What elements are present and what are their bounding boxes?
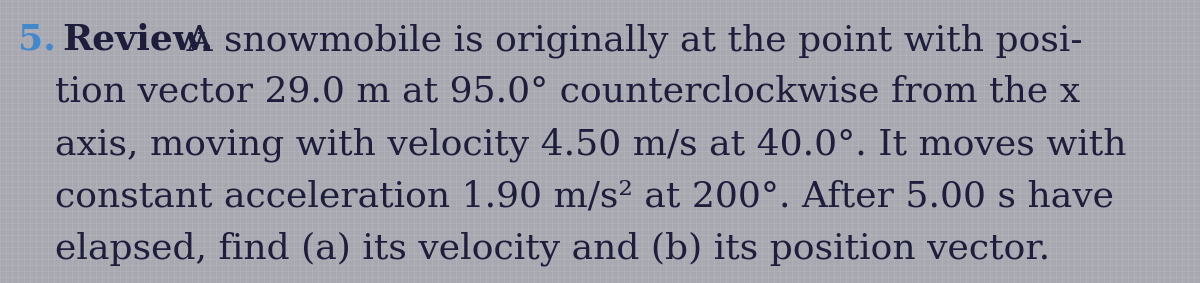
Text: tion vector 29.0 m at 95.0° counterclockwise from the x: tion vector 29.0 m at 95.0° counterclock… bbox=[55, 75, 1080, 109]
Text: axis, moving with velocity 4.50 m/s at 40.0°. It moves with: axis, moving with velocity 4.50 m/s at 4… bbox=[55, 127, 1127, 162]
Text: elapsed, find (a) its velocity and (b) its position vector.: elapsed, find (a) its velocity and (b) i… bbox=[55, 231, 1050, 265]
Text: Review.: Review. bbox=[62, 23, 212, 57]
Text: constant acceleration 1.90 m/s² at 200°. After 5.00 s have: constant acceleration 1.90 m/s² at 200°.… bbox=[55, 179, 1114, 213]
Text: A snowmobile is originally at the point with posi-: A snowmobile is originally at the point … bbox=[175, 23, 1082, 57]
Text: 5.: 5. bbox=[18, 23, 55, 57]
